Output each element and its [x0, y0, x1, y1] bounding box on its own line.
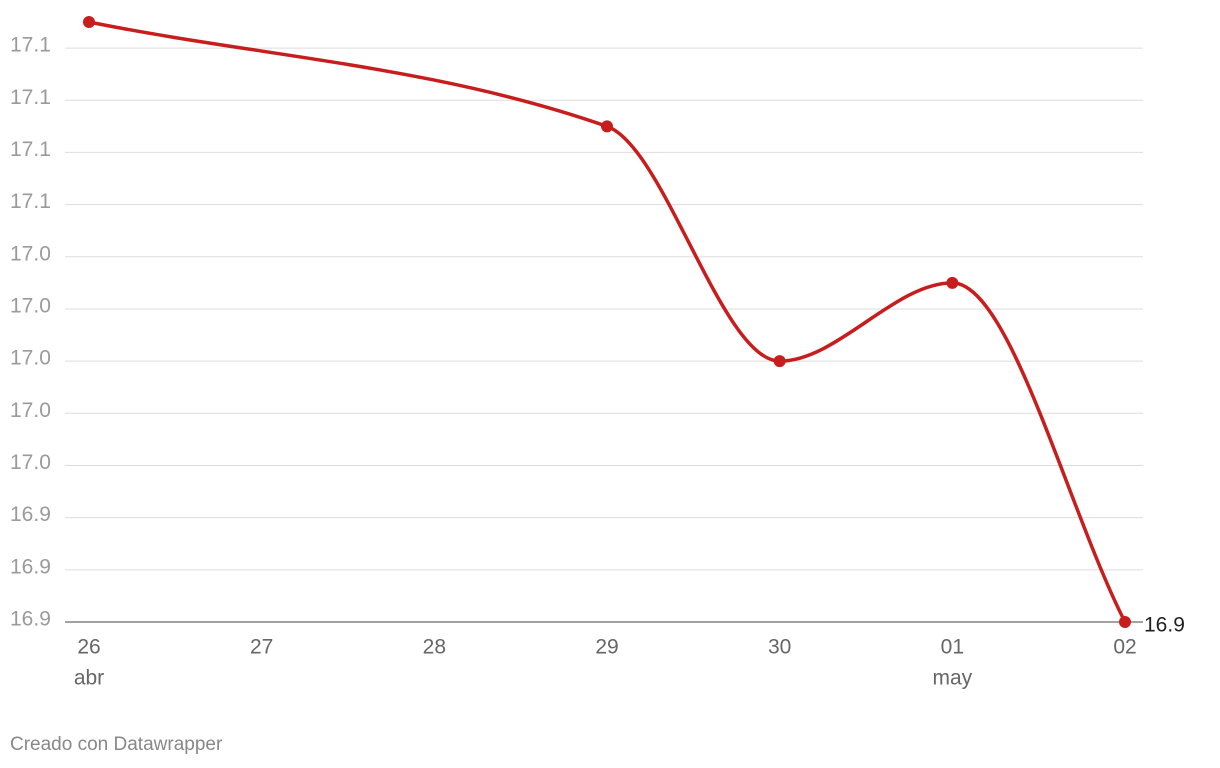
- y-tick-label: 17.0: [10, 399, 51, 422]
- line: [88, 20, 1127, 623]
- y-tick-label: 17.1: [10, 34, 51, 57]
- point: [946, 276, 959, 289]
- y-tick-label: 17.0: [10, 347, 51, 370]
- x-tick-sublabel: may: [932, 667, 972, 690]
- point: [601, 120, 613, 133]
- y-tick-label: 17.0: [10, 451, 51, 474]
- x-tick-label: 28: [423, 636, 446, 659]
- footer: Creado con Datawrapper: [10, 734, 223, 755]
- y-tick-label: 16.9: [10, 555, 51, 578]
- point: [1119, 616, 1131, 628]
- x-tick-sublabel: abr: [74, 667, 104, 690]
- x-tick-label: 01: [941, 636, 964, 659]
- y-tick-label: 17.1: [10, 86, 51, 109]
- value-label: 16.9: [1144, 614, 1185, 637]
- x-tick-label: 30: [768, 636, 791, 659]
- y-tick-label: 17.1: [10, 138, 51, 161]
- x-tick-label: 26: [77, 636, 100, 659]
- point: [773, 355, 786, 368]
- point: [83, 16, 95, 28]
- y-tick-label: 17.0: [10, 295, 51, 318]
- x-tick-label: 02: [1113, 636, 1136, 659]
- x-tick-label: 27: [250, 636, 273, 659]
- y-tick-label: 17.1: [10, 190, 51, 213]
- y-tick-label: 16.9: [10, 608, 51, 631]
- x-tick-label: 29: [595, 636, 618, 659]
- y-tick-label: 17.0: [10, 242, 51, 265]
- y-tick-label: 16.9: [10, 503, 51, 526]
